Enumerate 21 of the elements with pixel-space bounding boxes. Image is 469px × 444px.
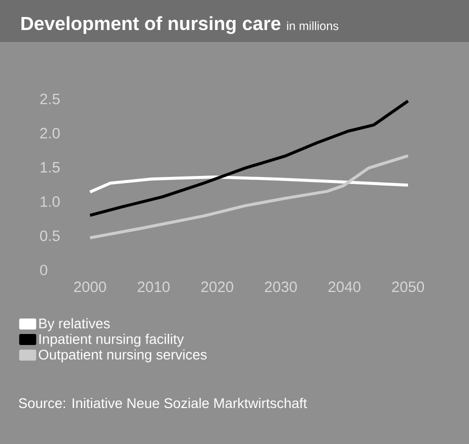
y-tick-label: 0 bbox=[40, 264, 48, 276]
x-tick-label: 2040 bbox=[328, 282, 360, 292]
x-tick-label: 2000 bbox=[74, 282, 106, 292]
x-tick-label: 2050 bbox=[392, 282, 424, 292]
legend-label: Outpatient nursing services bbox=[38, 349, 207, 362]
chart-title: Development of nursing care bbox=[21, 16, 280, 34]
legend-label: Inpatient nursing facility bbox=[39, 334, 184, 347]
y-tick-label: 2.5 bbox=[40, 94, 60, 104]
x-tick-label: 2020 bbox=[201, 282, 234, 292]
chart-subtitle: in millions bbox=[287, 21, 338, 30]
x-tick-label: 2030 bbox=[264, 282, 297, 292]
line-series bbox=[88, 100, 410, 217]
y-tick-label: 0.5 bbox=[40, 230, 60, 242]
line-series bbox=[88, 175, 410, 194]
y-tick-label: 1.0 bbox=[40, 196, 60, 207]
legend-label: By relatives bbox=[39, 318, 110, 332]
source-note: Source: Initiative Neue Soziale Marktwirtschaft bbox=[18, 398, 307, 408]
line-series bbox=[88, 154, 410, 240]
x-tick-label: 2010 bbox=[138, 282, 170, 292]
y-tick-label: 2.0 bbox=[40, 128, 60, 138]
y-tick-label: 1.5 bbox=[40, 162, 60, 173]
